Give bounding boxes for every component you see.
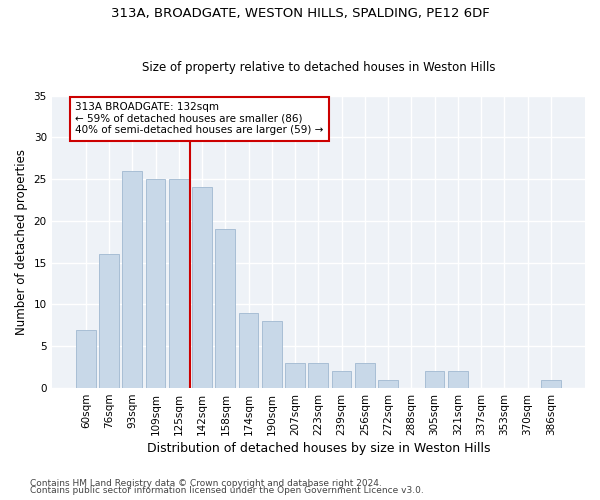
Bar <box>146 179 166 388</box>
Title: Size of property relative to detached houses in Weston Hills: Size of property relative to detached ho… <box>142 60 495 74</box>
Bar <box>239 313 259 388</box>
Bar <box>541 380 561 388</box>
Bar <box>122 170 142 388</box>
Bar <box>378 380 398 388</box>
Bar <box>425 372 445 388</box>
X-axis label: Distribution of detached houses by size in Weston Hills: Distribution of detached houses by size … <box>146 442 490 455</box>
Y-axis label: Number of detached properties: Number of detached properties <box>15 149 28 335</box>
Bar <box>285 363 305 388</box>
Text: Contains public sector information licensed under the Open Government Licence v3: Contains public sector information licen… <box>30 486 424 495</box>
Bar <box>192 188 212 388</box>
Bar <box>99 254 119 388</box>
Bar <box>308 363 328 388</box>
Text: 313A BROADGATE: 132sqm
← 59% of detached houses are smaller (86)
40% of semi-det: 313A BROADGATE: 132sqm ← 59% of detached… <box>76 102 324 136</box>
Bar <box>262 321 282 388</box>
Bar <box>215 229 235 388</box>
Bar <box>355 363 375 388</box>
Bar <box>169 179 188 388</box>
Bar <box>448 372 468 388</box>
Bar <box>332 372 352 388</box>
Text: Contains HM Land Registry data © Crown copyright and database right 2024.: Contains HM Land Registry data © Crown c… <box>30 478 382 488</box>
Bar <box>76 330 95 388</box>
Text: 313A, BROADGATE, WESTON HILLS, SPALDING, PE12 6DF: 313A, BROADGATE, WESTON HILLS, SPALDING,… <box>110 8 490 20</box>
